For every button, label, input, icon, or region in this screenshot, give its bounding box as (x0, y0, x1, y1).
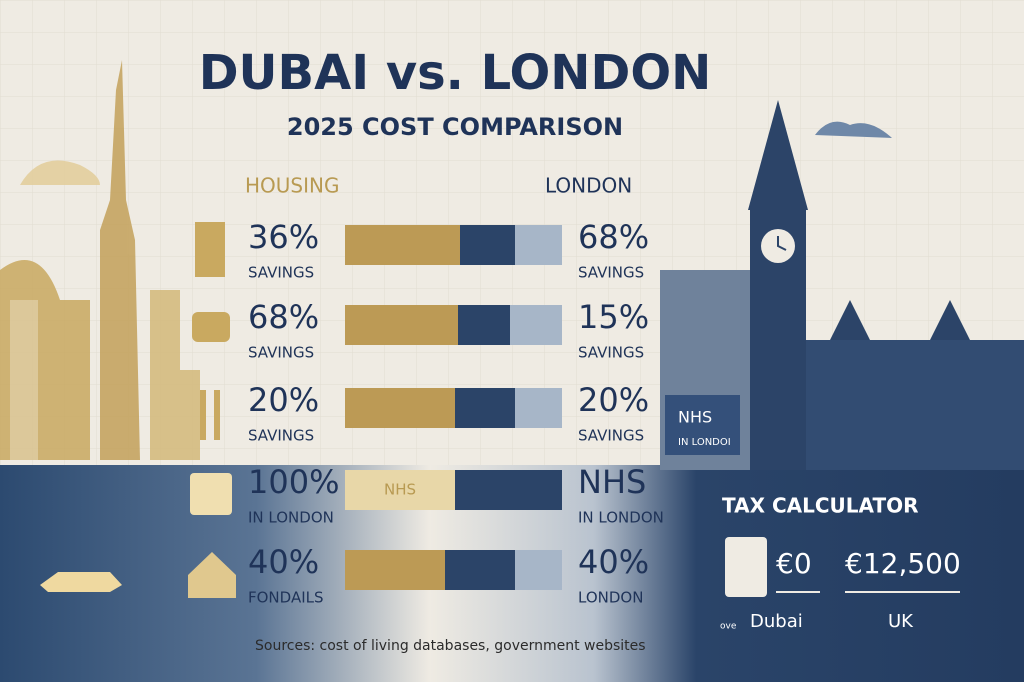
left-value: 20% (248, 381, 319, 419)
right-value: 40% (578, 543, 649, 581)
bar-segment (455, 470, 562, 510)
bar-segment (515, 225, 562, 265)
left-label: SAVINGS (248, 344, 314, 362)
subtitle: 2025 COST COMPARISON (287, 113, 623, 141)
calculator-icon (725, 537, 767, 597)
tax-label: UK (888, 611, 914, 632)
bar-segment (345, 470, 455, 510)
left-value: 100% (248, 463, 339, 501)
right-label: LONDON (578, 589, 643, 607)
tax-title: TAX CALCULATOR (722, 494, 918, 518)
bar-segment (455, 388, 515, 428)
right-value: NHS (578, 463, 646, 501)
left-value: 36% (248, 218, 319, 256)
column-header: HOUSING (245, 174, 339, 198)
bar-segment (515, 550, 562, 590)
sign-text: IN LONDOI (678, 437, 731, 448)
tax-label: Dubai (750, 611, 803, 632)
nhs-sign (665, 395, 740, 455)
column-header: LONDON (545, 174, 632, 198)
right-label: SAVINGS (578, 344, 644, 362)
bar-segment (510, 305, 562, 345)
bar-segment (345, 388, 455, 428)
bar-segment (515, 388, 562, 428)
sign-title: NHS (678, 408, 712, 427)
right-label: SAVINGS (578, 427, 644, 445)
right-value: 15% (578, 298, 649, 336)
bar-segment (458, 305, 510, 345)
bar-segment (445, 550, 515, 590)
boat-icon (40, 572, 122, 592)
left-label: SAVINGS (248, 427, 314, 445)
bar-segment (345, 225, 460, 265)
dubai-skyline (0, 60, 200, 460)
left-label: IN LONDON (248, 509, 334, 527)
footer: Sources: cost of living databases, gover… (255, 638, 646, 654)
left-label: SAVINGS (248, 264, 314, 282)
bar-label: NHS (384, 481, 416, 499)
right-value: 68% (578, 218, 649, 256)
right-value: 20% (578, 381, 649, 419)
left-label: FONDAILS (248, 589, 324, 607)
right-label: IN LONDON (578, 509, 664, 527)
bar-segment (345, 550, 445, 590)
left-value: 40% (248, 543, 319, 581)
bar-segment (345, 305, 458, 345)
right-label: SAVINGS (578, 264, 644, 282)
bar-segment (460, 225, 515, 265)
title: DUBAI vs. LONDON (199, 45, 712, 101)
tax-note: ove (720, 622, 737, 632)
icons (188, 222, 236, 598)
tax-value: €12,500 (845, 547, 961, 580)
left-value: 68% (248, 298, 319, 336)
tax-value: €0 (776, 547, 812, 580)
